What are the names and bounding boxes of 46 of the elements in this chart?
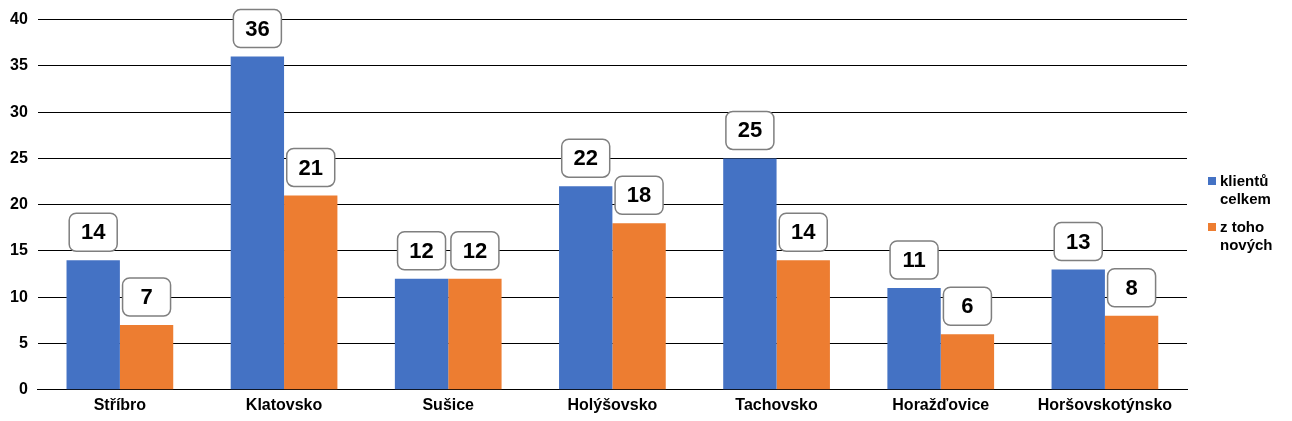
bar	[448, 278, 502, 390]
data-label: 8	[1125, 274, 1138, 300]
data-label: 6	[961, 293, 974, 319]
y-tick-label: 0	[18, 380, 28, 398]
y-tick-label: 15	[10, 241, 28, 259]
y-tick-label: 5	[18, 333, 28, 351]
x-tick-label: Horšovskotýnsko	[1037, 395, 1173, 413]
x-tick-label: Klatovsko	[245, 395, 323, 413]
bar	[119, 325, 174, 390]
data-label: 21	[298, 154, 323, 180]
data-label: 22	[573, 145, 598, 171]
data-label: 12	[409, 237, 434, 263]
data-label: 18	[626, 182, 652, 208]
bar	[1051, 269, 1105, 390]
bar	[284, 195, 338, 390]
x-tick-label: Holýšovsko	[567, 395, 658, 413]
y-tick-label: 30	[10, 102, 28, 120]
y-tick-label: 10	[10, 287, 28, 305]
bar	[940, 334, 995, 390]
y-tick-label: 35	[10, 56, 28, 74]
data-label: 25	[737, 117, 763, 143]
data-label: 36	[245, 15, 270, 41]
bar	[1104, 315, 1159, 390]
x-tick-label: Tachovsko	[735, 395, 818, 413]
bar	[559, 186, 613, 390]
bar	[66, 260, 120, 390]
y-tick-label: 25	[10, 148, 28, 166]
x-tick-label: Stříbro	[93, 395, 147, 413]
x-tick-label: Sušice	[422, 395, 475, 413]
y-tick-label: 40	[10, 10, 28, 28]
bar	[612, 223, 666, 390]
bar	[230, 56, 285, 390]
legend-label: z toho nových	[1220, 218, 1274, 254]
legend-label: klientů celkem	[1220, 172, 1272, 208]
bar	[887, 288, 941, 390]
bar	[776, 260, 830, 390]
bar	[723, 158, 777, 390]
data-label: 7	[140, 284, 153, 310]
bar	[394, 278, 449, 390]
data-label: 13	[1065, 228, 1091, 254]
data-label: 11	[902, 247, 926, 273]
x-tick-label: Horažďovice	[892, 395, 990, 413]
data-label: 14	[80, 219, 107, 245]
data-label: 12	[462, 237, 488, 263]
data-label: 14	[791, 219, 817, 245]
y-tick-label: 20	[10, 195, 28, 213]
